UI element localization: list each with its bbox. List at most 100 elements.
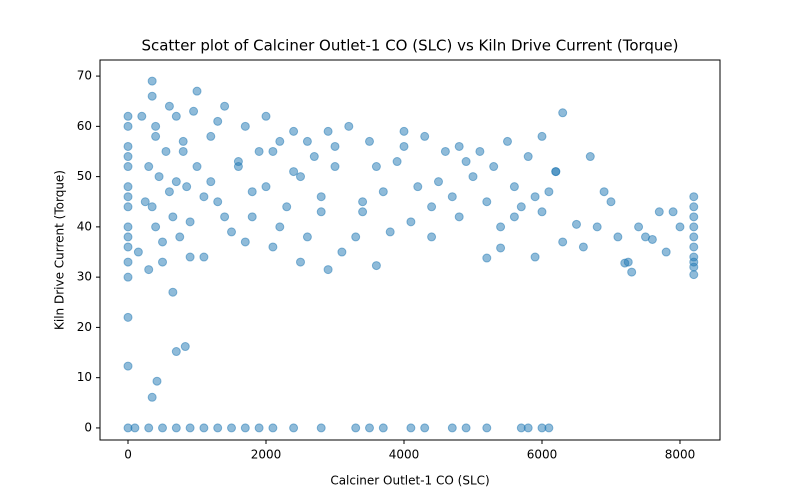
point	[178, 136, 188, 146]
point	[227, 423, 237, 433]
point	[378, 187, 388, 197]
point	[144, 162, 154, 172]
point	[123, 121, 133, 131]
point	[316, 207, 326, 217]
point	[509, 182, 519, 192]
point	[275, 222, 285, 232]
point	[302, 232, 312, 242]
point	[668, 207, 678, 217]
point	[296, 257, 306, 267]
point	[558, 108, 568, 118]
point	[220, 101, 230, 111]
point	[351, 423, 361, 433]
point	[261, 111, 271, 121]
point	[152, 376, 162, 386]
point	[489, 162, 499, 172]
point	[268, 242, 278, 252]
point	[558, 237, 568, 247]
point	[537, 207, 547, 217]
point	[164, 101, 174, 111]
point	[220, 212, 230, 222]
point	[133, 247, 143, 257]
point	[199, 423, 209, 433]
y-tick-label: 0	[84, 420, 92, 434]
point	[427, 202, 437, 212]
y-tick-label: 20	[77, 320, 92, 334]
point	[296, 172, 306, 182]
point	[420, 423, 430, 433]
point	[351, 232, 361, 242]
point	[175, 232, 185, 242]
point	[530, 252, 540, 262]
point	[199, 252, 209, 262]
point	[254, 146, 264, 156]
point	[502, 136, 512, 146]
point	[364, 136, 374, 146]
point	[647, 234, 657, 244]
chart-title: Scatter plot of Calciner Outlet-1 CO (SL…	[141, 37, 678, 55]
y-tick-label: 40	[77, 219, 92, 233]
point	[171, 423, 181, 433]
point	[330, 141, 340, 151]
point	[158, 423, 168, 433]
point	[468, 172, 478, 182]
point	[364, 423, 374, 433]
point	[140, 197, 150, 207]
point	[178, 146, 188, 156]
point	[516, 202, 526, 212]
points	[123, 76, 699, 433]
point	[661, 247, 671, 257]
point	[147, 76, 157, 86]
point	[144, 265, 154, 275]
point	[585, 152, 595, 162]
point	[206, 177, 216, 187]
point	[240, 237, 250, 247]
point	[623, 257, 633, 267]
point	[413, 182, 423, 192]
x-tick-label: 0	[124, 448, 132, 462]
point	[123, 162, 133, 172]
point	[289, 126, 299, 136]
point	[151, 222, 161, 232]
point	[309, 152, 319, 162]
point	[427, 232, 437, 242]
point	[254, 423, 264, 433]
point	[447, 192, 457, 202]
point	[654, 207, 664, 217]
point	[192, 162, 202, 172]
point	[147, 392, 157, 402]
point	[482, 423, 492, 433]
point	[123, 192, 133, 202]
point	[523, 152, 533, 162]
y-tick-label: 50	[77, 169, 92, 183]
point	[578, 242, 588, 252]
point	[634, 222, 644, 232]
point	[337, 247, 347, 257]
point	[123, 232, 133, 242]
point	[123, 257, 133, 267]
point	[192, 86, 202, 96]
point	[123, 202, 133, 212]
y-tick-label: 30	[77, 270, 92, 284]
point	[147, 202, 157, 212]
point	[689, 192, 699, 202]
point	[123, 222, 133, 232]
point	[454, 212, 464, 222]
point	[282, 202, 292, 212]
point	[433, 177, 443, 187]
point	[123, 111, 133, 121]
point	[151, 121, 161, 131]
point	[168, 287, 178, 297]
point	[689, 222, 699, 232]
point	[689, 242, 699, 252]
point	[189, 106, 199, 116]
point	[227, 227, 237, 237]
point	[606, 197, 616, 207]
point	[454, 141, 464, 151]
point	[496, 222, 506, 232]
point	[371, 261, 381, 271]
point	[440, 146, 450, 156]
point	[147, 91, 157, 101]
point	[592, 222, 602, 232]
